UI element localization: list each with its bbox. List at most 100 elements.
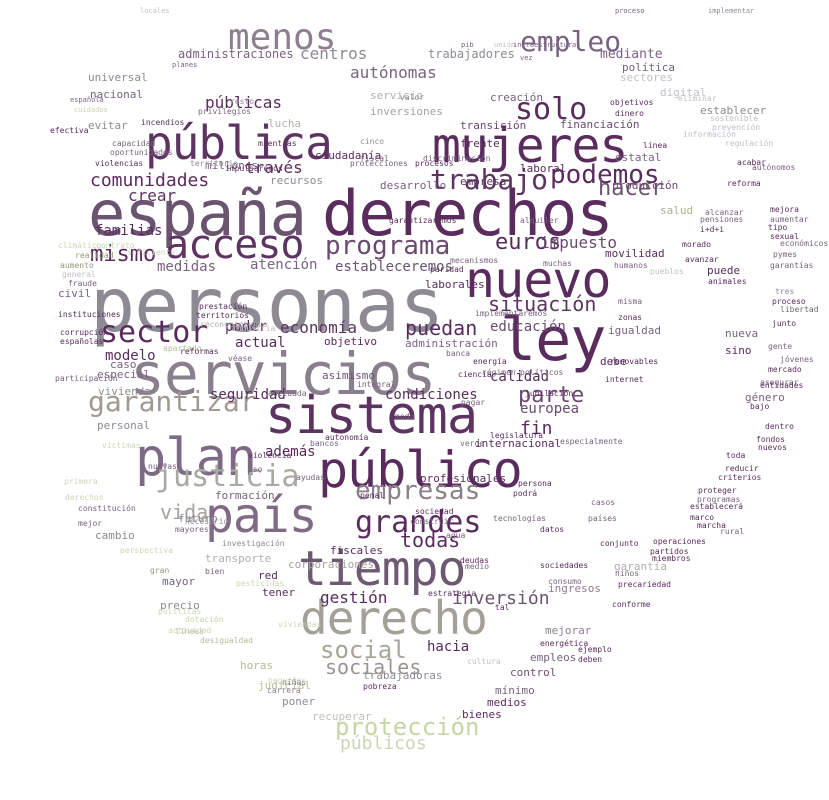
word-55: atención: [250, 258, 317, 272]
word-169: tipo: [768, 224, 787, 232]
word-291: realidad: [75, 252, 114, 260]
word-216: pobreza: [363, 683, 397, 691]
word-159: información: [683, 131, 736, 139]
word-290: suficiente: [127, 249, 175, 257]
word-294: víctimas: [102, 442, 141, 450]
word-172: garantías: [770, 262, 813, 270]
word-267: misma: [618, 298, 642, 306]
word-71: producción: [612, 180, 678, 191]
word-251: casos: [591, 499, 615, 507]
word-214: ejemplo: [578, 646, 612, 654]
word-49: medidas: [157, 260, 216, 274]
word-137: implementar: [708, 8, 754, 15]
word-238: autonomía: [325, 434, 368, 442]
word-249: agua: [446, 532, 465, 540]
word-222: desigualdad: [200, 637, 253, 645]
word-221: viviendas: [278, 621, 321, 629]
word-245: penal: [360, 492, 384, 500]
word-148: cinco: [360, 138, 384, 146]
word-278: industria: [232, 325, 275, 333]
word-98: empleos: [530, 652, 576, 663]
word-93: transporte: [205, 553, 271, 564]
word-144: incendios: [141, 119, 184, 127]
word-215: deben: [578, 656, 602, 664]
word-158: línea: [643, 142, 667, 150]
word-136: proceso: [615, 8, 645, 15]
word-220: pequeños: [268, 677, 307, 685]
word-212: tal: [495, 604, 509, 612]
word-229: bien: [205, 568, 224, 576]
word-90: administración: [405, 338, 498, 349]
word-114: civil: [58, 288, 91, 299]
word-190: bajo: [750, 403, 769, 411]
word-261: energía: [473, 358, 507, 366]
word-84: formación: [215, 490, 275, 501]
word-142: oportunidades: [110, 149, 173, 157]
word-271: paridad: [430, 266, 464, 274]
word-97: mejorar: [545, 625, 591, 636]
word-139: cuidados: [74, 107, 108, 114]
word-167: mejora: [770, 206, 799, 214]
word-74: transición: [460, 120, 526, 131]
word-123: política: [622, 62, 675, 73]
word-129: corporaciones: [288, 559, 374, 570]
word-203: operaciones: [653, 538, 706, 546]
word-73: laboral: [520, 163, 566, 174]
word-141: capacidad: [112, 140, 155, 148]
word-177: morado: [682, 241, 711, 249]
word-298: mejor: [78, 520, 102, 528]
word-99: control: [510, 667, 556, 678]
word-240: verde: [460, 440, 484, 448]
word-241: legislatura: [490, 432, 543, 440]
word-58: actual: [235, 336, 286, 350]
word-228: pesticidas: [236, 580, 284, 588]
word-273: garantizaremos: [389, 217, 456, 225]
word-54: gestión: [320, 590, 387, 606]
word-156: objetivos: [610, 99, 653, 107]
word-89: objetivo: [324, 336, 377, 347]
word-296: derechos: [65, 494, 104, 502]
word-253: conjunto: [600, 540, 639, 548]
word-66: financiación: [560, 119, 639, 130]
word-255: medio: [465, 563, 489, 571]
word-224: dotación: [185, 616, 224, 624]
word-126: inversiones: [370, 106, 443, 117]
word-268: zonas: [618, 314, 642, 322]
word-124: lucha: [268, 118, 301, 129]
word-206: niños: [615, 570, 639, 578]
word-81: igualdad: [608, 325, 661, 336]
word-146: resto: [230, 98, 254, 106]
word-207: precariedad: [618, 581, 671, 589]
word-63: mediante: [600, 48, 663, 61]
word-175: pensiones: [700, 216, 743, 224]
word-113: evitar: [88, 120, 128, 131]
word-102: bienes: [462, 709, 502, 720]
word-282: reformas: [180, 348, 219, 356]
word-184: junto: [772, 320, 796, 328]
word-101: medios: [487, 697, 527, 708]
word-109: cambio: [95, 530, 135, 541]
word-217: cultura: [467, 658, 501, 666]
word-100: mínimo: [495, 685, 535, 696]
word-162: prevención: [712, 124, 760, 132]
word-105: poner: [282, 696, 315, 707]
word-275: prestación: [199, 303, 247, 311]
word-34: puedan: [405, 318, 477, 338]
word-226: políticas: [158, 608, 201, 616]
word-202: rural: [720, 528, 744, 536]
word-133: unión: [494, 42, 515, 49]
word-258: banca: [446, 350, 470, 358]
word-205: miembros: [652, 555, 691, 563]
word-183: libertad: [780, 306, 819, 314]
word-292: contrato: [96, 242, 135, 250]
word-187: mercado: [768, 366, 802, 374]
word-246: sociedad: [415, 508, 454, 516]
word-219: carrera: [267, 687, 301, 695]
word-155: procesos: [415, 160, 454, 168]
word-195: reducir: [725, 465, 759, 473]
word-83: profesionales: [420, 473, 506, 484]
word-189: entidades: [760, 382, 803, 390]
word-244: podrá: [513, 490, 537, 498]
word-274: alquiler: [520, 217, 559, 225]
word-65: trabajadores: [428, 48, 515, 60]
